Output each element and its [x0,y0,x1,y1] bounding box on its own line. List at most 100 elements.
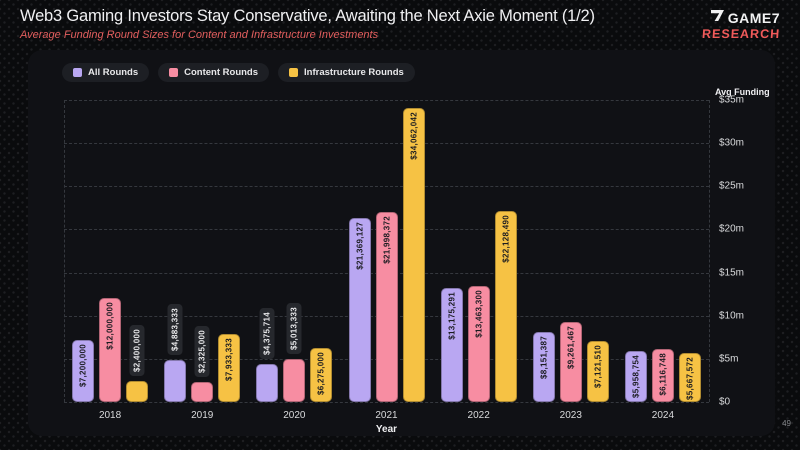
x-tick-label-2020: 2020 [283,410,306,421]
bar-2020-all-rounds[interactable] [256,364,279,402]
bar-2018-all-rounds[interactable] [72,339,95,402]
legend-item-infrastructure-rounds[interactable]: Infrastructure Rounds [278,63,415,82]
bar-slot: $2,325,000 [191,100,214,402]
logo-brand-text: GAME7 [727,10,780,26]
bar-2023-content-rounds[interactable] [559,322,582,402]
bar-slot: $7,121,510 [586,100,609,402]
bar-value-label: $2,400,000 [129,325,145,377]
bar-slot: $6,116,748 [651,100,674,402]
bar-2021-content-rounds[interactable] [375,212,398,402]
legend-swatch-icon [289,68,299,77]
y-tick-label: $20m [719,223,745,235]
bar-2022-infrastructure-rounds[interactable] [494,211,517,402]
bar-2020-content-rounds[interactable] [283,358,306,402]
plot-area: $7,200,000 $12,000,000 $2,400,000 2018 $4,88… [64,100,710,435]
bar-2021-all-rounds[interactable] [348,217,371,402]
game7-logo: GAME7 RESEARCH [701,10,781,41]
gridline [64,402,709,403]
logo-research-text: RESEARCH [701,27,781,41]
gridline [64,186,709,188]
x-axis-title: Year [375,424,398,435]
bar-value-label: $8,151,387 [539,335,549,379]
chart-card: All Rounds Content Rounds Infrastructure R… [28,50,775,436]
legend-item-all-rounds[interactable]: All Rounds [62,63,150,82]
bar-slot: $4,883,333 [164,100,187,402]
bar-value-label: $5,667,572 [685,357,695,401]
bar-2021-infrastructure-rounds[interactable] [402,108,425,402]
bar-slot: $12,000,000 [99,100,122,402]
gridline [64,143,709,145]
page-subtitle: Average Funding Round Sizes for Content … [20,29,379,41]
y-tick-label: $5m [719,353,739,365]
game7-mark-icon [710,10,724,26]
bar-slot: $34,062,042 [402,100,425,402]
bar-2018-infrastructure-rounds[interactable] [126,381,149,402]
bar-2020-infrastructure-rounds[interactable] [310,347,333,402]
y-tick-label: $25m [719,180,745,192]
y-tick-label: $15m [719,267,745,279]
bar-value-label: $7,121,510 [593,344,603,388]
bar-value-label: $4,375,714 [259,308,275,360]
bar-value-label: $6,275,000 [316,351,326,395]
bar-slot: $5,958,754 [624,100,647,402]
bar-value-label: $4,883,333 [167,303,183,355]
bar-2022-content-rounds[interactable] [467,285,490,402]
bar-value-label: $13,175,291 [447,292,457,341]
bar-value-label: $34,062,042 [409,112,418,160]
legend-label: Infrastructure Rounds [304,67,404,78]
bar-value-label: $2,325,000 [194,325,210,377]
bar-slot: $21,369,127 [348,100,371,402]
bar-group-2024: $5,958,754 $6,116,748 $5,667,572 [624,100,701,402]
bar-slot: $2,400,000 [126,100,149,402]
plot-border [709,100,710,402]
bar-2023-infrastructure-rounds[interactable] [586,340,609,402]
bar-value-label: $21,998,372 [382,216,391,264]
bar-2019-content-rounds[interactable] [191,381,214,402]
bar-value-label: $13,463,300 [474,289,484,338]
bar-2024-infrastructure-rounds[interactable] [678,353,701,402]
bar-2024-all-rounds[interactable] [624,350,647,402]
bar-slot: $8,151,387 [532,100,555,402]
gridline [64,100,709,101]
bar-value-label: $7,200,000 [78,343,88,387]
bar-2019-infrastructure-rounds[interactable] [218,333,241,402]
bar-2018-content-rounds[interactable] [99,298,122,402]
bar-value-label: $9,261,467 [566,326,576,370]
bar-slot: $4,375,714 [256,100,279,402]
bar-value-label: $6,116,748 [658,353,668,396]
bar-2019-all-rounds[interactable] [164,359,187,402]
slide-header: Web3 Gaming Investors Stay Conservative,… [20,7,595,41]
legend-label: Content Rounds [184,67,259,78]
bar-slot: $5,013,333 [283,100,306,402]
bar-slot: $9,261,467 [559,100,582,402]
y-tick-label: $30m [719,137,745,149]
bar-slot: $22,128,490 [494,100,517,402]
x-tick-label-2022: 2022 [467,410,490,421]
chart-legend: All Rounds Content Rounds Infrastructure R… [62,63,415,82]
bar-slot: $5,667,572 [678,100,701,402]
bar-value-label: $5,013,333 [286,302,302,354]
bar-2024-content-rounds[interactable] [651,349,674,402]
legend-item-content-rounds[interactable]: Content Rounds [158,63,270,82]
bar-slot: $7,933,333 [218,100,241,402]
legend-label: All Rounds [88,67,139,78]
bar-group-2023: $8,151,387 $9,261,467 $7,121,510 [532,100,609,402]
y-tick-label: $0 [719,396,731,408]
bar-slot: $13,175,291 [440,100,463,402]
legend-swatch-icon [73,68,82,77]
plot-border [64,100,65,402]
bar-group-2018: $7,200,000 $12,000,000 $2,400,000 [72,100,149,402]
page-title: Web3 Gaming Investors Stay Conservative,… [20,7,595,25]
y-axis-title: Avg Funding [715,87,770,97]
bar-slot: $7,200,000 [72,100,95,402]
bar-2023-all-rounds[interactable] [532,331,555,402]
bar-slot: $6,275,000 [310,100,333,402]
y-tick-label: $10m [719,310,745,322]
bar-2022-all-rounds[interactable] [440,288,463,402]
bar-value-label: $7,933,333 [224,337,234,381]
bar-value-label: $5,958,754 [631,354,641,398]
x-tick-label-2023: 2023 [559,410,582,421]
bar-slot: $21,998,372 [375,100,398,402]
x-tick-label-2018: 2018 [98,410,122,421]
page-number: 49 [782,419,791,428]
